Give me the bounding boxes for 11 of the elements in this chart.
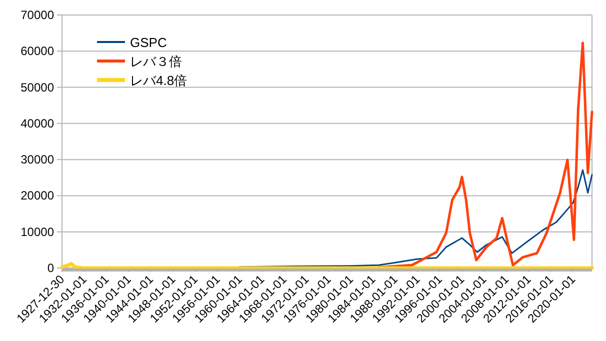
- y-tick-label: 10000: [20, 224, 54, 239]
- y-tick-label: 70000: [20, 8, 54, 22]
- y-tick-label: 0: [47, 261, 54, 275]
- y-tick-label: 50000: [20, 80, 54, 94]
- y-tick-label: 40000: [20, 116, 54, 130]
- y-tick-label: 30000: [20, 152, 54, 167]
- legend-label: GSPC: [130, 35, 167, 50]
- y-tick-label: 60000: [20, 44, 54, 58]
- legend-label: レバ4.8倍: [130, 73, 188, 88]
- legend-label: レバ３倍: [130, 54, 182, 69]
- y-tick-label: 20000: [20, 188, 54, 203]
